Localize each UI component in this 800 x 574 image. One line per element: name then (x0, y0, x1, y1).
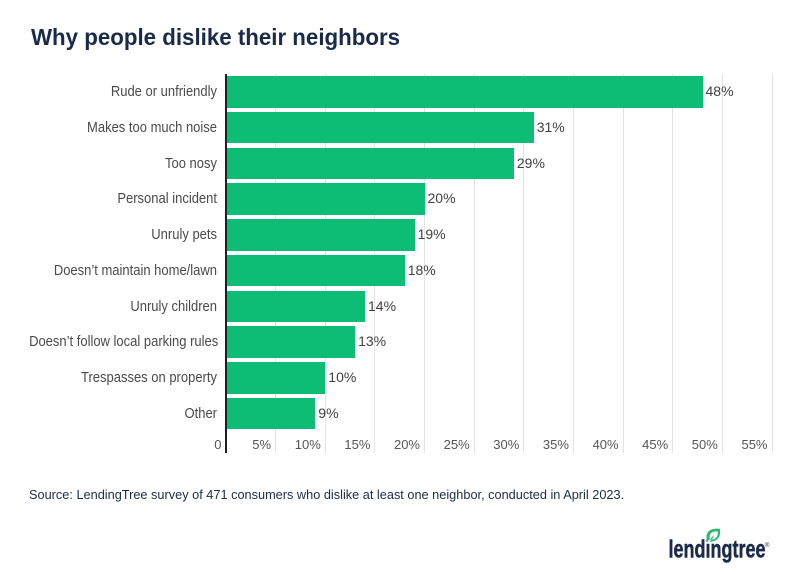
svg-text:lendingtree: lendingtree (669, 536, 766, 564)
svg-text:®: ® (765, 541, 770, 549)
